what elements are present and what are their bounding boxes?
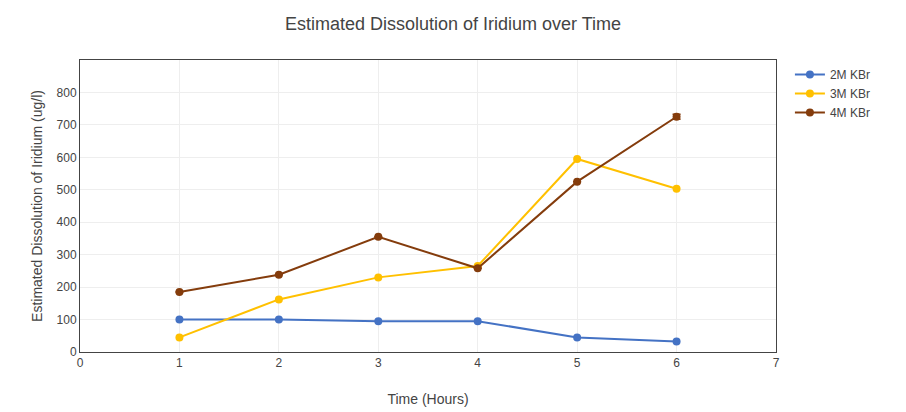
svg-text:2: 2 [276, 356, 283, 370]
svg-text:100: 100 [57, 313, 77, 327]
svg-text:4: 4 [474, 356, 481, 370]
svg-text:700: 700 [57, 118, 77, 132]
svg-text:300: 300 [57, 248, 77, 262]
svg-text:600: 600 [57, 151, 77, 165]
svg-text:500: 500 [57, 183, 77, 197]
svg-text:2M KBr: 2M KBr [830, 68, 870, 82]
svg-text:3: 3 [375, 356, 382, 370]
svg-text:400: 400 [57, 215, 77, 229]
svg-text:0: 0 [77, 356, 84, 370]
svg-text:200: 200 [57, 280, 77, 294]
svg-text:800: 800 [57, 86, 77, 100]
svg-text:Estimated Dissolution of Iridi: Estimated Dissolution of Iridium (ug/l) [29, 90, 45, 322]
svg-text:6: 6 [673, 356, 680, 370]
svg-text:0: 0 [70, 345, 77, 359]
svg-text:3M KBr: 3M KBr [830, 87, 870, 101]
svg-text:1: 1 [176, 356, 183, 370]
svg-text:7: 7 [773, 356, 780, 370]
svg-text:4M KBr: 4M KBr [830, 106, 870, 120]
svg-text:Estimated Dissolution of Iridi: Estimated Dissolution of Iridium over Ti… [285, 14, 621, 34]
svg-text:Time (Hours): Time (Hours) [387, 391, 468, 407]
svg-text:5: 5 [574, 356, 581, 370]
